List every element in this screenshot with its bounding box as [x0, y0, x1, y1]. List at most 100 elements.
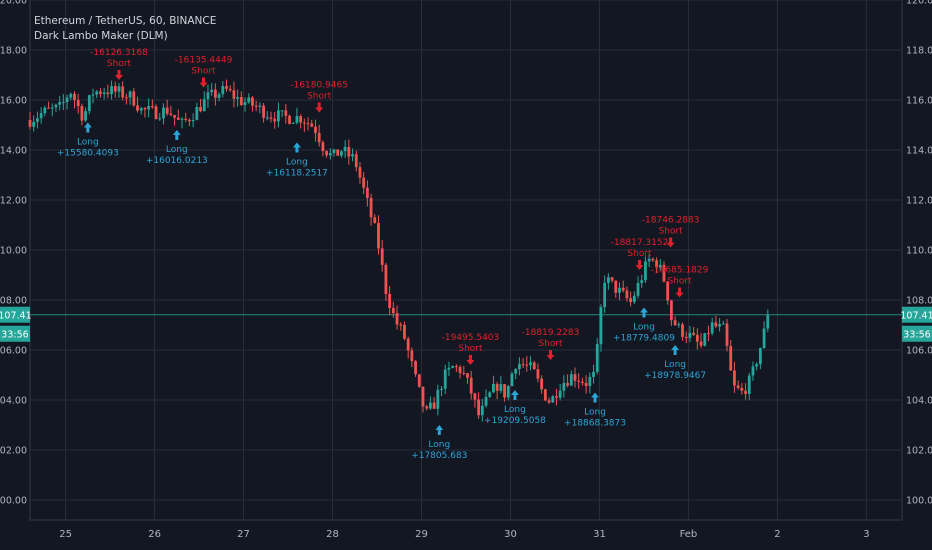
candle-body — [681, 324, 684, 337]
candle — [358, 162, 362, 184]
candle-body — [632, 295, 636, 302]
candle — [295, 107, 299, 125]
indicator-title[interactable]: Dark Lambo Maker (DLM) — [34, 30, 168, 42]
candle-body — [36, 118, 39, 122]
candle — [632, 291, 636, 305]
candle-body — [514, 368, 518, 374]
y-tick-label-left: 108.00 — [0, 296, 27, 307]
long-signal: Long+18779.4809 — [613, 307, 675, 344]
candle-body — [306, 123, 310, 125]
candle — [39, 107, 43, 124]
candle — [373, 214, 377, 224]
candle — [655, 257, 658, 274]
candle — [681, 322, 684, 341]
candle — [640, 274, 644, 288]
candle-body — [714, 322, 718, 327]
candle-body — [373, 217, 377, 224]
candle — [336, 149, 340, 156]
short-signal: Short-16126.3168 — [90, 48, 148, 80]
candle-body — [636, 283, 640, 296]
candle-body — [347, 146, 351, 157]
candle-body — [758, 347, 762, 365]
candle-body — [469, 377, 473, 394]
candle-body — [718, 324, 721, 327]
candle — [618, 282, 621, 301]
candle-body — [618, 287, 621, 293]
candle — [403, 321, 406, 341]
countdown-label-right: 33:56 — [903, 329, 930, 340]
candle — [517, 357, 521, 376]
long-signal: Long+15580.4093 — [57, 122, 119, 159]
candle-body — [410, 350, 414, 362]
candle-body — [191, 120, 195, 122]
candle — [758, 347, 762, 370]
candle — [362, 172, 366, 195]
candle-body — [139, 108, 143, 111]
candle-body — [147, 106, 151, 110]
current-price-tag-left — [0, 306, 30, 323]
candle-body — [143, 108, 147, 110]
candle-body — [173, 115, 176, 118]
candle — [347, 139, 351, 165]
candle — [695, 328, 699, 350]
candle — [747, 372, 751, 401]
x-tick-label: 28 — [326, 529, 339, 540]
candle-body — [380, 248, 384, 265]
candle-body — [195, 107, 199, 121]
candle-body — [488, 392, 492, 397]
candle — [206, 84, 210, 108]
candle-body — [314, 126, 317, 133]
candle — [469, 370, 473, 400]
candle — [477, 392, 481, 419]
candle — [221, 81, 225, 98]
candle — [317, 124, 321, 147]
candle — [644, 256, 647, 284]
short-signal: Short-18746.2883 — [642, 216, 699, 248]
candle — [199, 99, 202, 113]
short-arrow-icon — [114, 70, 123, 80]
candle — [395, 305, 399, 330]
symbol-title[interactable]: Ethereum / TetherUS, 60, BINANCE — [34, 15, 217, 27]
candle — [180, 117, 184, 129]
candle-body — [421, 386, 425, 407]
y-tick-label-left: 104.00 — [0, 396, 27, 407]
candle-body — [206, 92, 210, 100]
long-signal: Long+16118.2517 — [266, 142, 328, 179]
candle-body — [477, 399, 481, 416]
y-tick-label-left: 100.00 — [0, 496, 27, 507]
countdown-tag-left — [0, 325, 30, 342]
candle-body — [169, 113, 173, 116]
candle — [499, 375, 503, 394]
candle-body — [588, 376, 592, 386]
candle-body — [280, 110, 284, 112]
candle-body — [614, 280, 618, 293]
candle — [343, 140, 347, 158]
candle — [669, 299, 673, 326]
candle — [184, 112, 188, 123]
candle-body — [221, 85, 225, 95]
short-label: Short — [538, 339, 563, 349]
candle — [169, 105, 173, 117]
long-value: +17805.683 — [411, 451, 467, 461]
countdown-label-left: 33:56 — [1, 329, 28, 340]
y-tick-label-left: 110.00 — [0, 246, 27, 257]
candles — [28, 79, 770, 422]
candle-body — [495, 384, 499, 391]
candle-body — [536, 369, 540, 379]
candle-body — [673, 320, 677, 326]
y-tick-label-right: 106.00 — [906, 346, 932, 357]
candle-body — [755, 364, 759, 367]
candle — [684, 331, 688, 343]
candle — [532, 360, 536, 370]
candle-body — [510, 373, 514, 387]
x-tick-label: 27 — [237, 529, 250, 540]
candle — [466, 372, 469, 384]
candle-body — [391, 307, 395, 314]
candle-body — [403, 324, 406, 339]
candle-body — [136, 105, 139, 111]
candle — [262, 103, 265, 123]
candle-body — [58, 102, 62, 105]
candle-body — [165, 107, 169, 114]
candle-body — [655, 260, 658, 268]
